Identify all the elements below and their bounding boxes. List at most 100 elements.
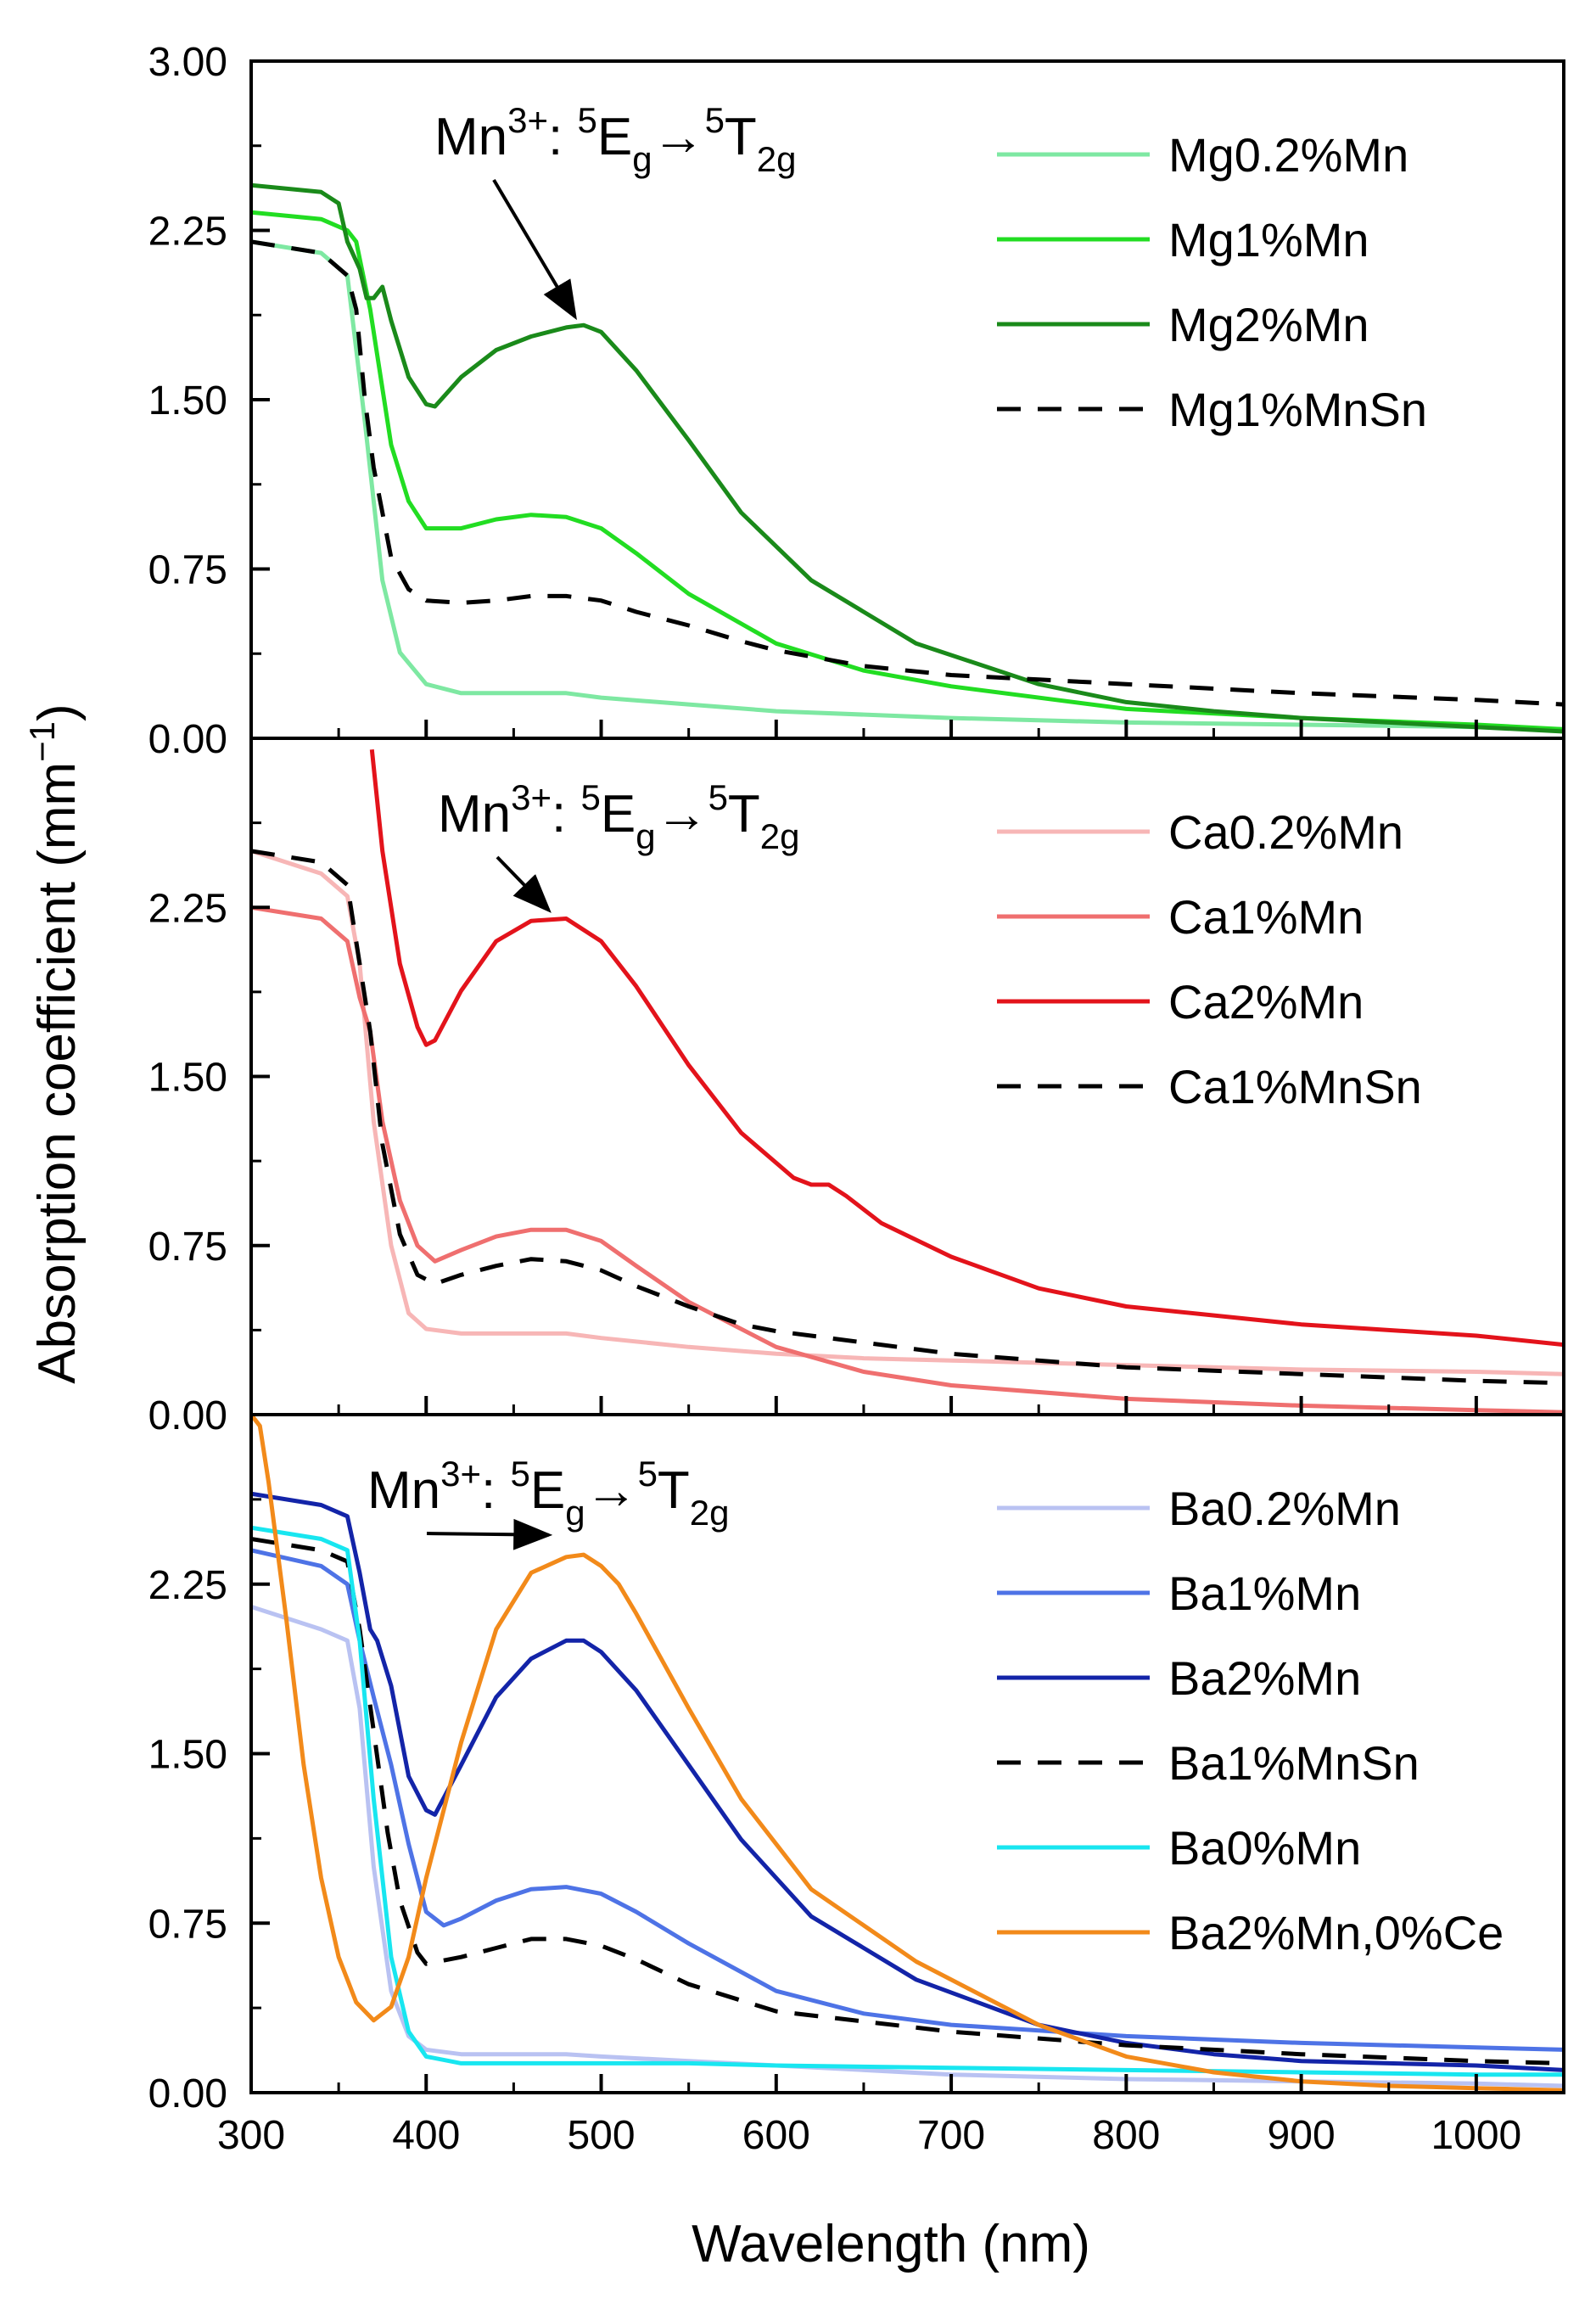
- panel-ba-annotation: Mn3+: 5Eg→5T2g: [367, 1454, 730, 1550]
- panel-mg-y-tick-label: 3.00: [148, 40, 227, 85]
- panel-mg-annotation-text: Mn3+: 5Eg→5T2g: [434, 100, 797, 179]
- panel-ba-legend: Ba0.2%Mn Ba1%Mn Ba2%Mn Ba1%MnSn Ba0%Mn Ba2%Mn…: [997, 1482, 1504, 1959]
- series-line-ba0-2-mn: [251, 1605, 1564, 2088]
- annotation-part: T: [658, 1461, 690, 1520]
- x-tick-label: 600: [742, 2113, 810, 2158]
- panel-mg-series: [251, 182, 1564, 734]
- x-axis-title: Wavelength (nm): [692, 2215, 1090, 2273]
- panel-ca: 0.00 0.75 1.50 2.25 Ca0.2%Mn Ca1%Mn Ca2%Mn Ca1%…: [148, 737, 1565, 1438]
- panel-ba-y-tick-label: 0.75: [148, 1902, 227, 1947]
- y-axis-title-main: Absorption coefficient (mm: [28, 762, 87, 1384]
- panel-ca-annotation-text: Mn3+: 5Eg→5T2g: [438, 777, 800, 856]
- annotation-part: 3+: [507, 100, 548, 140]
- annotation-part: :: [552, 785, 580, 844]
- annotation-part: Mn: [434, 108, 507, 166]
- panel-ba-y-tick-label: 2.25: [148, 1563, 227, 1608]
- legend-label-mg2-mn: Mg2%Mn: [1168, 298, 1369, 351]
- x-tick-label: 900: [1268, 2113, 1336, 2158]
- legend-label-mg1-mn: Mg1%Mn: [1168, 213, 1369, 266]
- panel-mg-legend: Mg0.2%Mn Mg1%Mn Mg2%Mn Mg1%MnSn: [997, 128, 1427, 436]
- annotation-part: E: [601, 785, 636, 844]
- panel-mg-y-tick-label: 2.25: [148, 210, 227, 255]
- annotation-part: Mn: [438, 785, 511, 844]
- panel-ba-annotation-text: Mn3+: 5Eg→5T2g: [367, 1454, 730, 1533]
- annotation-part: 3+: [440, 1454, 481, 1494]
- annotation-part: 2g: [760, 816, 800, 856]
- annotation-part: T: [725, 108, 757, 166]
- panel-mg: 0.00 0.75 1.50 2.25 3.00 Mg0.2%Mn Mg1%Mn Mg2%Mn…: [148, 40, 1565, 762]
- annotation-part: 3+: [511, 777, 552, 817]
- annotation-part: 2g: [690, 1493, 730, 1533]
- annotation-part: T: [728, 785, 760, 844]
- panel-mg-y-tick-label: 0.75: [148, 548, 227, 593]
- panel-mg-annotation-arrow: [492, 178, 577, 321]
- annotation-part: 5: [510, 1454, 529, 1494]
- annotation-part: →: [652, 108, 705, 166]
- series-line-ca2-mn: [369, 749, 1564, 1348]
- panel-ca-annotation-arrow: [496, 855, 552, 913]
- legend-label-ca0-2-mn: Ca0.2%Mn: [1168, 805, 1403, 859]
- series-line-ba1-mn: [251, 1548, 1564, 2052]
- y-axis-title-close: ): [28, 703, 87, 721]
- legend-label-ba1-mnsn: Ba1%MnSn: [1168, 1736, 1420, 1790]
- series-line-mg1-mnsn: [251, 239, 1564, 707]
- legend-label-ba1-mn: Ba1%Mn: [1168, 1567, 1361, 1620]
- x-tick-label: 1000: [1431, 2113, 1521, 2158]
- panel-mg-y-tick-label: 1.50: [148, 378, 227, 423]
- annotation-part: 5: [638, 1454, 658, 1494]
- annotation-part: :: [481, 1461, 510, 1520]
- annotation-part: 5: [577, 100, 596, 140]
- series-line-ca1-mnsn: [251, 849, 1564, 1386]
- x-tick-label: 800: [1092, 2113, 1160, 2158]
- annotation-part: →: [585, 1461, 638, 1520]
- legend-label-ca2-mn: Ca2%Mn: [1168, 975, 1364, 1029]
- legend-label-ba0-mn: Ba0%Mn: [1168, 1821, 1361, 1875]
- series-line-ba2-mn: [251, 1491, 1564, 2072]
- y-axis-title-superscript: −1: [22, 721, 62, 762]
- annotation-part: 5: [580, 777, 600, 817]
- legend-label-mg1-mnsn: Mg1%MnSn: [1168, 383, 1427, 436]
- panel-ca-y-tick-label: 0.75: [148, 1225, 227, 1270]
- annotation-part: Mn: [367, 1461, 440, 1520]
- panel-ba-annotation-arrow: [426, 1518, 553, 1550]
- annotation-part: E: [597, 108, 632, 166]
- panel-ba-y-tick-label: 1.50: [148, 1733, 227, 1778]
- series-line-mg0-2-mn: [251, 239, 1564, 731]
- legend-label-mg0-2-mn: Mg0.2%Mn: [1168, 128, 1408, 182]
- annotation-part: 5: [708, 777, 728, 817]
- annotation-part: g: [636, 816, 655, 856]
- legend-label-ba0-2-mn: Ba0.2%Mn: [1168, 1482, 1401, 1535]
- annotation-part: g: [632, 139, 652, 179]
- annotation-part: 5: [705, 100, 725, 140]
- panel-mg-annotation: Mn3+: 5Eg→5T2g: [434, 100, 797, 321]
- x-tick-label: 700: [917, 2113, 985, 2158]
- annotation-part: 2g: [757, 139, 797, 179]
- annotation-part: E: [530, 1461, 565, 1520]
- annotation-part: :: [548, 108, 577, 166]
- legend-label-ba2-mn: Ba2%Mn: [1168, 1651, 1361, 1705]
- series-line-mg1-mn: [251, 210, 1564, 731]
- panel-ca-annotation: Mn3+: 5Eg→5T2g: [438, 777, 800, 913]
- series-line-ba0-mn: [251, 1525, 1564, 2077]
- panel-ca-series: [251, 749, 1564, 1415]
- x-tick-label: 400: [392, 2113, 460, 2158]
- series-line-ba1-mnsn: [251, 1537, 1564, 2066]
- panel-ca-y-tick-label: 2.25: [148, 886, 227, 931]
- legend-label-ba2-mn-0-ce: Ba2%Mn,0%Ce: [1168, 1906, 1504, 1959]
- x-tick-label: 300: [217, 2113, 285, 2158]
- legend-label-ca1-mn: Ca1%Mn: [1168, 890, 1364, 944]
- panel-mg-y-tick-label: 0.00: [148, 717, 227, 762]
- panel-ca-legend: Ca0.2%Mn Ca1%Mn Ca2%Mn Ca1%MnSn: [997, 805, 1422, 1113]
- series-line-mg2-mn: [251, 182, 1564, 734]
- series-line-ca1-mn: [251, 905, 1564, 1415]
- panel-ba-y-tick-label: 0.00: [148, 2071, 227, 2116]
- y-axis-title: Absorption coefficient (mm−1): [22, 703, 87, 1383]
- annotation-part: →: [656, 785, 708, 844]
- legend-label-ca1-mnsn: Ca1%MnSn: [1168, 1060, 1422, 1113]
- x-tick-label: 500: [567, 2113, 635, 2158]
- annotation-part: g: [565, 1493, 585, 1533]
- panel-ba: 0.00 0.75 1.50 2.25 Ba0.2%Mn Ba1%Mn Ba2%Mn Ba1%…: [148, 1413, 1565, 2116]
- panel-ca-y-tick-label: 1.50: [148, 1056, 227, 1101]
- series-line-ba2-mn-0-ce: [251, 1415, 1564, 2093]
